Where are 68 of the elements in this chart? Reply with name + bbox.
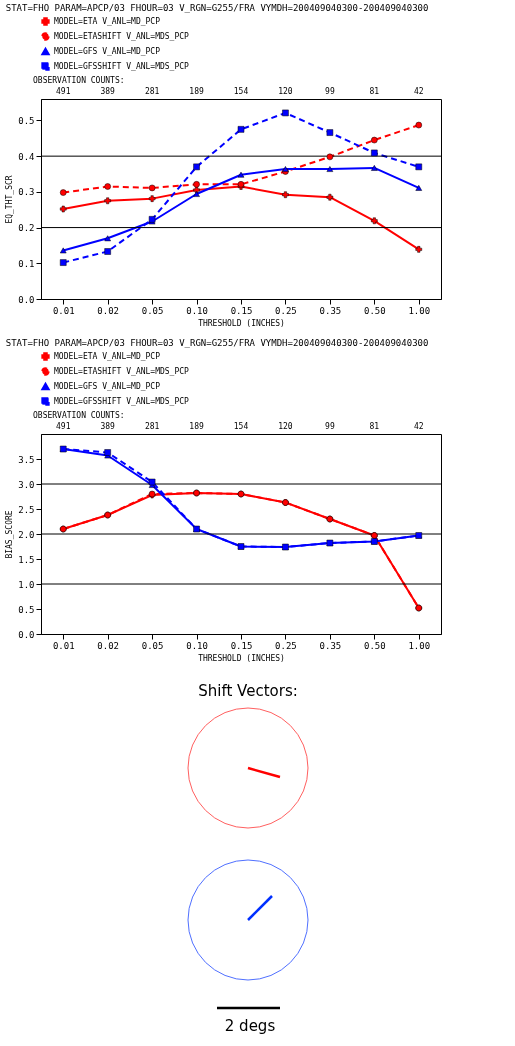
y-tick-label: 3.5 bbox=[18, 454, 35, 465]
text: 281 bbox=[144, 87, 160, 96]
legend-label: MODEL=GFS V_ANL=MD_PCP bbox=[54, 46, 161, 56]
legend-label: MODEL=ETASHIFT V_ANL=MDS_PCP bbox=[54, 366, 190, 376]
text: 81 bbox=[369, 87, 380, 96]
y-axis-title: EQ_THT_SCR bbox=[5, 175, 15, 224]
x-tick-label: 0.15 bbox=[230, 305, 253, 316]
chart-title: STAT=FHO PARAM=APCP/03 FHOUR=03 V_RGN=G255/FRA VYMDH=200409040300-200409040300 bbox=[5, 3, 429, 13]
x-tick-label: 0.25 bbox=[275, 305, 297, 316]
y-tick-label: 2.0 bbox=[18, 529, 35, 540]
x2-axis-title: OBSERVATION COUNTS: bbox=[33, 411, 125, 420]
text: 281 bbox=[144, 422, 160, 431]
x-tick-label: 0.10 bbox=[186, 640, 208, 651]
x-axis-title: THRESHOLD (INCHES) bbox=[198, 318, 285, 328]
x-tick-label: 0.35 bbox=[319, 305, 342, 316]
text: 81 bbox=[369, 422, 380, 431]
text: 120 bbox=[278, 87, 293, 96]
x-axis-title: THRESHOLD (INCHES) bbox=[198, 653, 285, 663]
y-tick-label: 1.5 bbox=[18, 554, 35, 565]
text: 154 bbox=[233, 87, 249, 96]
text: 389 bbox=[100, 422, 116, 431]
x-tick-label: 0.25 bbox=[275, 640, 297, 651]
x-tick-label: 0.05 bbox=[141, 640, 164, 651]
y-tick-label: 0.2 bbox=[18, 223, 35, 234]
chart-title: STAT=FHO PARAM=APCP/03 FHOUR=03 V_RGN=G255/FRA VYMDH=200409040300-200409040300 bbox=[5, 338, 429, 348]
text: 189 bbox=[189, 87, 204, 96]
text: 99 bbox=[325, 422, 335, 431]
x-tick-label: 0.01 bbox=[52, 640, 75, 651]
text: 389 bbox=[100, 87, 116, 96]
text: 491 bbox=[56, 422, 71, 431]
y-tick-label: 1.0 bbox=[18, 579, 35, 590]
y-tick-label: 0.5 bbox=[18, 604, 35, 615]
legend-label: MODEL=ETASHIFT V_ANL=MDS_PCP bbox=[54, 31, 190, 41]
legend-label: MODEL=ETA V_ANL=MD_PCP bbox=[54, 16, 161, 26]
x-tick-label: 0.01 bbox=[52, 305, 75, 316]
x-tick-label: 0.02 bbox=[97, 640, 120, 651]
y-tick-label: 0.5 bbox=[18, 115, 35, 126]
text: 491 bbox=[56, 87, 71, 96]
y-tick-label: 0.4 bbox=[18, 151, 35, 162]
text: 189 bbox=[189, 422, 204, 431]
text: 120 bbox=[278, 422, 293, 431]
text: 154 bbox=[233, 422, 249, 431]
x2-axis-title: OBSERVATION COUNTS: bbox=[33, 76, 125, 85]
x-tick-label: 0.10 bbox=[186, 305, 208, 316]
y-axis-title: BIAS_SCORE bbox=[5, 510, 15, 559]
text: 2 degs bbox=[224, 1017, 276, 1035]
x-tick-label: 0.02 bbox=[97, 305, 120, 316]
y-tick-label: 3.0 bbox=[18, 479, 35, 490]
y-tick-label: 0.0 bbox=[18, 629, 35, 640]
x-tick-label: 1.00 bbox=[408, 640, 431, 651]
y-tick-label: 0.0 bbox=[18, 294, 35, 305]
x-tick-label: 0.50 bbox=[363, 640, 386, 651]
text: 42 bbox=[413, 422, 424, 431]
text: 99 bbox=[325, 87, 335, 96]
x-tick-label: 0.35 bbox=[319, 640, 342, 651]
text: Shift Vectors: bbox=[198, 682, 298, 700]
y-tick-label: 0.1 bbox=[18, 258, 35, 269]
legend-label: MODEL=GFSSHIFT V_ANL=MDS_PCP bbox=[54, 396, 190, 406]
legend-label: MODEL=GFSSHIFT V_ANL=MDS_PCP bbox=[54, 61, 190, 71]
x-tick-label: 1.00 bbox=[408, 305, 431, 316]
legend-label: MODEL=ETA V_ANL=MD_PCP bbox=[54, 351, 161, 361]
x-tick-label: 0.15 bbox=[230, 640, 253, 651]
legend-label: MODEL=GFS V_ANL=MD_PCP bbox=[54, 381, 161, 391]
text: 42 bbox=[413, 87, 424, 96]
y-tick-label: 2.5 bbox=[18, 504, 35, 515]
y-tick-label: 0.3 bbox=[18, 187, 35, 198]
x-tick-label: 0.05 bbox=[141, 305, 164, 316]
x-tick-label: 0.50 bbox=[363, 305, 386, 316]
